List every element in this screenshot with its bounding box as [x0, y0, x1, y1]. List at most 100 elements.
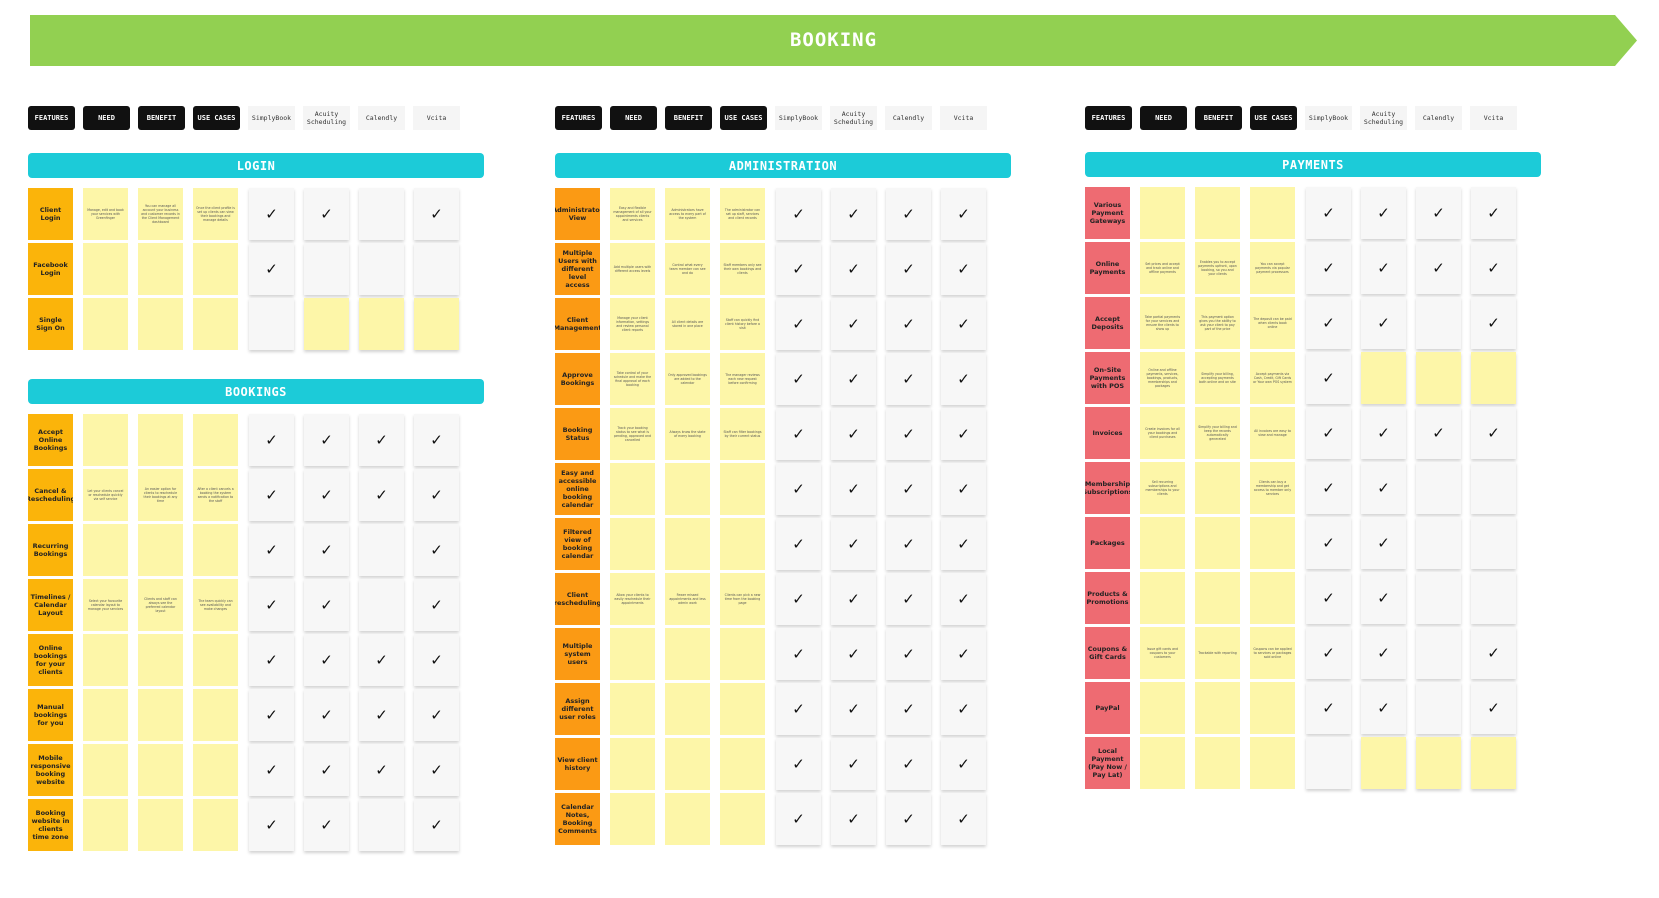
column-header-features: FEATURES: [1085, 106, 1132, 130]
vendor-cell-acuity-scheduling: ✓: [831, 353, 876, 405]
vendor-cell-acuity-scheduling: ✓: [831, 408, 876, 460]
vendor-cell-calendly: ✓: [359, 689, 404, 741]
feature-row: Facebook Login ✓: [28, 243, 484, 295]
vendor-cell-acuity-scheduling: ✓: [304, 469, 349, 521]
vendor-cell-acuity-scheduling: ✓: [1361, 407, 1406, 459]
checkmark-icon: ✓: [320, 486, 333, 504]
checkmark-icon: ✓: [1322, 479, 1335, 497]
vendor-cell-acuity-scheduling: ✓: [304, 799, 349, 851]
feature-row: Approve Bookings Take control of your sch…: [555, 353, 1011, 405]
usecases-note: The team quickly can see availability an…: [193, 579, 238, 631]
vendor-cell-calendly: ✓: [886, 683, 931, 735]
vendor-cell-simplybook: ✓: [249, 524, 294, 576]
benefit-note: [665, 793, 710, 845]
vendor-cell-acuity-scheduling: ✓: [1361, 572, 1406, 624]
column-header-need: NEED: [1140, 106, 1187, 130]
benefit-note: [138, 243, 183, 295]
feature-label: Local Payment (Pay Now / Pay Lat): [1085, 737, 1130, 789]
checkmark-icon: ✓: [902, 810, 915, 828]
checkmark-icon: ✓: [430, 541, 443, 559]
vendor-cell-simplybook: ✓: [776, 353, 821, 405]
vendor-cell-calendly: [1416, 517, 1461, 569]
vendor-header-acuity-scheduling: Acuity Scheduling: [1360, 106, 1407, 130]
vendor-cell-vcita: [1471, 352, 1516, 404]
feature-label: Membership Subscriptions: [1085, 462, 1130, 514]
usecases-note: [193, 243, 238, 295]
feature-label: Products & Promotions: [1085, 572, 1130, 624]
benefit-note: Enables you to accept payments upfront, …: [1195, 242, 1240, 294]
benefit-note: [665, 683, 710, 735]
feature-label: View client history: [555, 738, 600, 790]
feature-label: Accept Online Bookings: [28, 414, 73, 466]
feature-label: Recurring Bookings: [28, 524, 73, 576]
benefit-note: [138, 744, 183, 796]
vendor-cell-calendly: ✓: [886, 243, 931, 295]
vendor-cell-acuity-scheduling: ✓: [1361, 682, 1406, 734]
checkmark-icon: ✓: [1377, 699, 1390, 717]
vendor-cell-calendly: ✓: [359, 414, 404, 466]
usecases-note: You can accept payments via popular paym…: [1250, 242, 1295, 294]
vendor-cell-acuity-scheduling: ✓: [1361, 462, 1406, 514]
need-note: [610, 738, 655, 790]
checkmark-icon: ✓: [847, 260, 860, 278]
vendor-cell-calendly: ✓: [359, 469, 404, 521]
vendor-cell-vcita: ✓: [941, 628, 986, 680]
vendor-cell-calendly: ✓: [886, 793, 931, 845]
usecases-note: Staff can filter bookings by their curre…: [720, 408, 765, 460]
vendor-cell-vcita: ✓: [414, 188, 459, 240]
feature-label: On-Site Payments with POS: [1085, 352, 1130, 404]
need-note: Select your favourite calendar layout to…: [83, 579, 128, 631]
feature-row: Packages ✓ ✓: [1085, 517, 1541, 569]
section-login: LOGIN Client Login Manage, edit and book y…: [28, 153, 484, 350]
checkmark-icon: ✓: [265, 541, 278, 559]
usecases-note: Staff can quickly find client history be…: [720, 298, 765, 350]
checkmark-icon: ✓: [902, 370, 915, 388]
checkmark-icon: ✓: [902, 535, 915, 553]
checkmark-icon: ✓: [957, 645, 970, 663]
vendor-cell-acuity-scheduling: ✓: [304, 579, 349, 631]
vendor-cell-acuity-scheduling: ✓: [304, 414, 349, 466]
benefit-note: [1195, 572, 1240, 624]
vendor-header-acuity-scheduling: Acuity Scheduling: [830, 106, 877, 130]
checkmark-icon: ✓: [1487, 424, 1500, 442]
checkmark-icon: ✓: [792, 205, 805, 223]
vendor-cell-acuity-scheduling: ✓: [304, 634, 349, 686]
checkmark-icon: ✓: [375, 651, 388, 669]
checkmark-icon: ✓: [957, 315, 970, 333]
checkmark-icon: ✓: [265, 486, 278, 504]
usecases-note: [193, 799, 238, 851]
checkmark-icon: ✓: [320, 596, 333, 614]
usecases-note: The deposit can be paid when clients boo…: [1250, 297, 1295, 349]
checkmark-icon: ✓: [792, 810, 805, 828]
benefit-note: An easier option for clients to reschedu…: [138, 469, 183, 521]
feature-row: Booking website in clients time zone ✓ ✓ ✓: [28, 799, 484, 851]
vendor-cell-vcita: ✓: [1471, 627, 1516, 679]
checkmark-icon: ✓: [430, 205, 443, 223]
vendor-cell-vcita: ✓: [414, 414, 459, 466]
vendor-cell-simplybook: ✓: [776, 683, 821, 735]
vendor-cell-calendly: [359, 579, 404, 631]
checkmark-icon: ✓: [847, 645, 860, 663]
need-note: [83, 689, 128, 741]
benefit-note: [138, 689, 183, 741]
feature-label: Single Sign On: [28, 298, 73, 350]
feature-label: Client Login: [28, 188, 73, 240]
vendor-cell-calendly: [359, 243, 404, 295]
vendor-cell-acuity-scheduling: [304, 298, 349, 350]
vendor-cell-vcita: ✓: [941, 408, 986, 460]
vendor-header-vcita: Vcita: [1470, 106, 1517, 130]
feature-label: Filtered view of booking calendar: [555, 518, 600, 570]
checkmark-icon: ✓: [792, 755, 805, 773]
feature-row: Invoices Create invoices for all your boo…: [1085, 407, 1541, 459]
need-note: [610, 628, 655, 680]
feature-label: PayPal: [1085, 682, 1130, 734]
checkmark-icon: ✓: [265, 761, 278, 779]
benefit-note: Simplify your billing and keep the recor…: [1195, 407, 1240, 459]
feature-row: Timelines / Calendar Layout Select your f…: [28, 579, 484, 631]
benefit-note: Control what every team member can see a…: [665, 243, 710, 295]
checkmark-icon: ✓: [902, 480, 915, 498]
vendor-cell-simplybook: ✓: [1306, 242, 1351, 294]
checkmark-icon: ✓: [1322, 534, 1335, 552]
need-note: Track your booking status to see what is…: [610, 408, 655, 460]
benefit-note: Fewer missed appointments and less admin…: [665, 573, 710, 625]
